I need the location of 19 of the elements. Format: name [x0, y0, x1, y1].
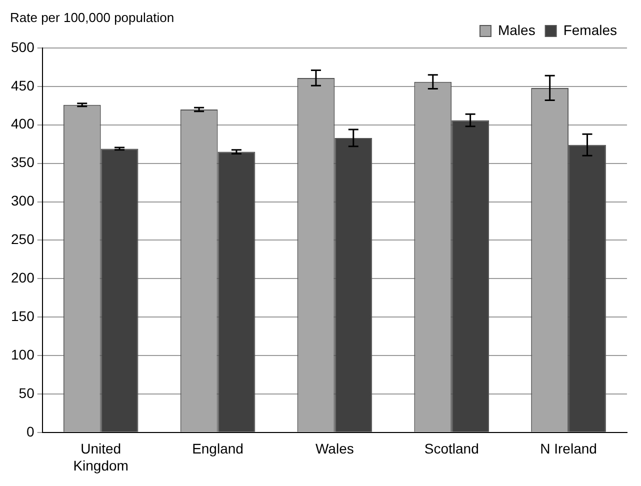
x-tick-label: N Ireland [540, 440, 597, 457]
legend-label: Females [563, 22, 618, 38]
y-tick-label: 450 [11, 77, 35, 94]
x-tick-label: Wales [315, 440, 354, 457]
y-tick-label: 300 [11, 192, 35, 209]
y-tick-label: 500 [11, 38, 35, 55]
y-tick-label: 150 [11, 308, 35, 324]
y-tick-label: 50 [18, 384, 35, 401]
y-tick-label: 350 [11, 154, 35, 170]
x-tick-label: Scotland [424, 440, 479, 457]
x-tick-label: United Kingdom [73, 440, 128, 474]
y-axis-title: Rate per 100,000 population [10, 10, 174, 26]
y-tick-label: 100 [11, 346, 35, 362]
y-tick-label: 200 [11, 270, 35, 286]
legend-label: Males [498, 22, 536, 38]
x-tick-label: England [192, 440, 244, 457]
y-tick-label: 0 [26, 423, 35, 440]
y-tick-label: 250 [11, 231, 35, 248]
y-tick-label: 400 [11, 116, 35, 132]
